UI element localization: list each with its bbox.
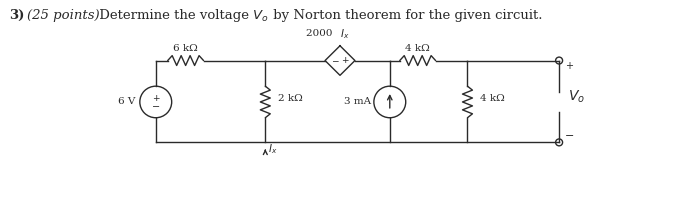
Text: 2000: 2000: [306, 30, 336, 38]
Text: $\mathit{V_o}$: $\mathit{V_o}$: [568, 89, 585, 105]
Text: $\mathit{V_o}$: $\mathit{V_o}$: [253, 9, 269, 24]
Text: (25 points): (25 points): [27, 9, 100, 22]
Text: 4 kΩ: 4 kΩ: [481, 93, 505, 103]
Text: +: +: [152, 93, 160, 103]
Text: −: −: [565, 131, 574, 141]
Text: Determine the voltage: Determine the voltage: [95, 9, 253, 22]
Text: 3 mA: 3 mA: [344, 97, 371, 107]
Text: 3): 3): [10, 9, 24, 22]
Text: by Norton theorem for the given circuit.: by Norton theorem for the given circuit.: [270, 9, 543, 22]
Text: 4 kΩ: 4 kΩ: [405, 44, 430, 53]
Text: +: +: [342, 56, 349, 65]
Text: 6 kΩ: 6 kΩ: [173, 44, 198, 53]
Text: 6 V: 6 V: [118, 97, 136, 107]
Text: $\mathit{I_x}$: $\mathit{I_x}$: [340, 27, 350, 41]
Text: $\mathit{I_x}$: $\mathit{I_x}$: [268, 142, 278, 156]
Text: 2 kΩ: 2 kΩ: [278, 93, 303, 103]
Text: +: +: [565, 61, 573, 71]
Text: −: −: [331, 56, 339, 65]
Text: −: −: [151, 102, 160, 112]
